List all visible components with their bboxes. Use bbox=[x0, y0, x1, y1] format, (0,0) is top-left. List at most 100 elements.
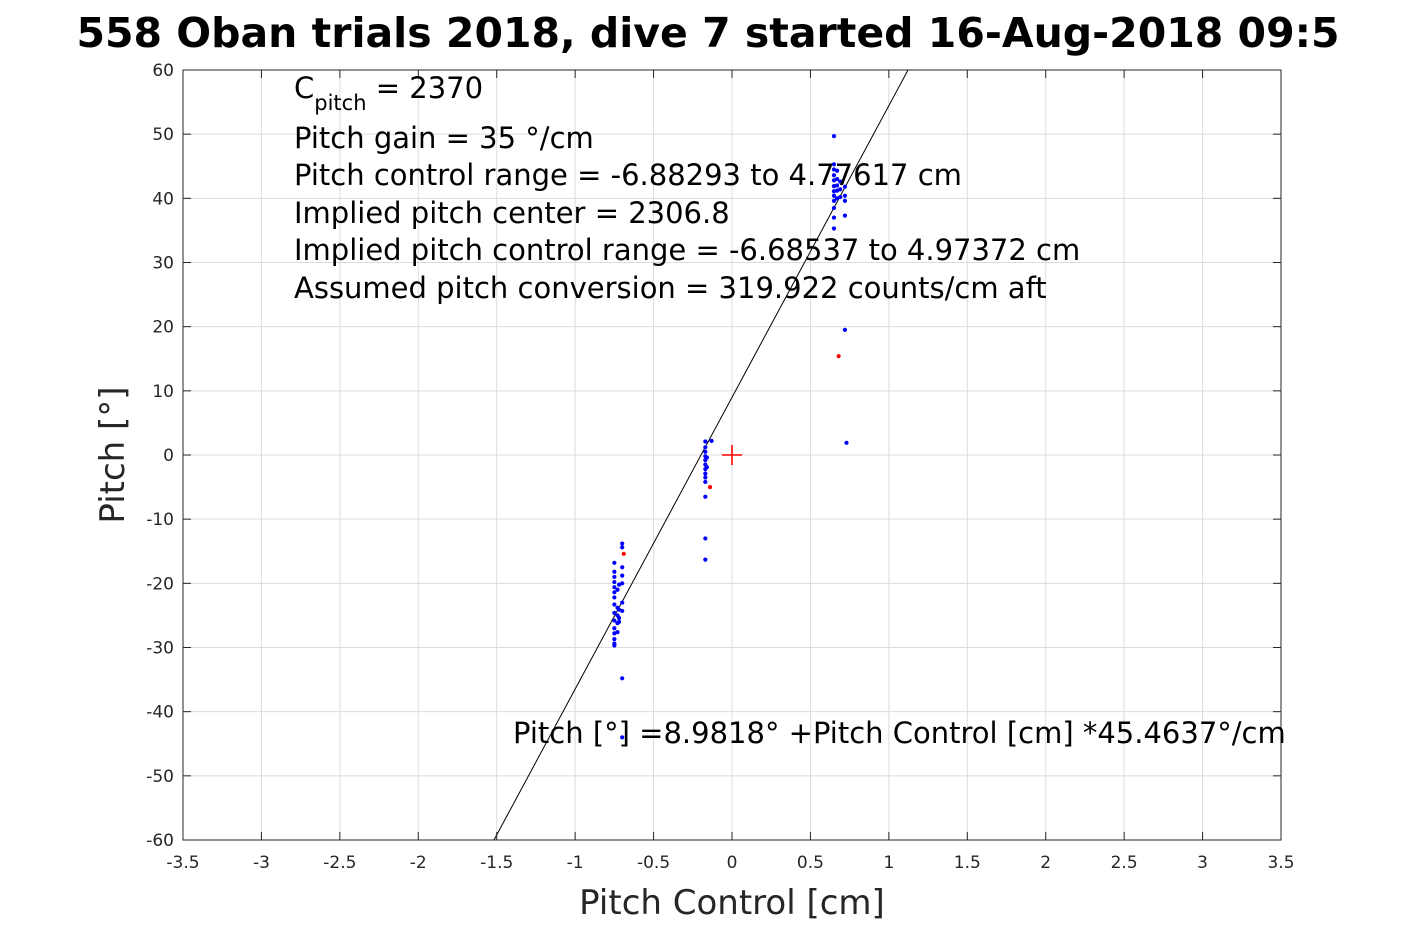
data-point bbox=[704, 465, 710, 470]
data-point bbox=[703, 439, 708, 444]
cpitch-symbol: C bbox=[294, 71, 314, 105]
x-tick-label: 0.5 bbox=[797, 853, 824, 873]
data-point bbox=[831, 198, 837, 203]
data-point bbox=[616, 607, 622, 612]
data-point bbox=[703, 449, 708, 454]
data-point bbox=[703, 445, 708, 450]
y-tick-labels: -60 -50 -40 -30 -20 -10 0 10 20 30 40 50 60 bbox=[146, 61, 174, 851]
x-tick-label: 2 bbox=[1040, 853, 1051, 873]
data-point bbox=[831, 215, 837, 220]
data-point bbox=[834, 168, 840, 173]
assumed-pitch-conversion-annotation: Assumed pitch conversion = 319.922 count… bbox=[294, 271, 1047, 305]
x-tick-label: 1.5 bbox=[954, 853, 981, 873]
x-tick-label: -0.5 bbox=[637, 853, 670, 873]
data-point bbox=[620, 565, 625, 570]
data-point bbox=[612, 631, 617, 636]
x-tick-label: -1 bbox=[567, 853, 584, 873]
cpitch-value: = 2370 bbox=[367, 71, 484, 105]
y-axis-label: Pitch [°] bbox=[93, 386, 133, 523]
data-point bbox=[621, 551, 626, 556]
data-point bbox=[703, 479, 708, 485]
x-tick-label: -2.5 bbox=[323, 853, 356, 873]
y-tick-label: 10 bbox=[152, 382, 174, 402]
y-tick-label: 0 bbox=[163, 446, 174, 466]
data-point bbox=[703, 471, 708, 476]
data-point bbox=[620, 573, 625, 578]
data-point bbox=[838, 179, 843, 184]
data-point bbox=[703, 557, 708, 562]
y-tick-label: -50 bbox=[146, 767, 174, 787]
grid bbox=[182, 69, 1282, 841]
data-point bbox=[834, 176, 840, 182]
x-tick-label: -2 bbox=[410, 853, 427, 873]
x-tick-labels: -3.5 -3 -2.5 -2 -1.5 -1 -0.5 0 0.5 1 1.5 2 2.5 3 3.5 bbox=[166, 853, 1294, 873]
x-axis-label: Pitch Control [cm] bbox=[579, 883, 885, 923]
cpitch-annotation: Cpitch = 2370 bbox=[294, 71, 483, 115]
data-point bbox=[612, 560, 617, 565]
data-point bbox=[842, 213, 848, 218]
data-point bbox=[620, 600, 625, 605]
data-point bbox=[834, 188, 840, 193]
implied-pitch-control-range-annotation: Implied pitch control range = -6.68537 t… bbox=[294, 233, 1080, 267]
data-point bbox=[612, 574, 617, 580]
data-point bbox=[620, 735, 625, 740]
data-point bbox=[612, 626, 617, 631]
data-point bbox=[842, 327, 848, 332]
data-point bbox=[620, 608, 625, 614]
data-point bbox=[831, 133, 837, 139]
y-tick-label: 20 bbox=[152, 318, 174, 338]
data-point bbox=[612, 590, 617, 595]
data-point bbox=[616, 619, 622, 624]
data-point bbox=[831, 189, 837, 194]
data-point bbox=[831, 167, 837, 172]
data-point bbox=[834, 196, 840, 201]
data-point bbox=[620, 581, 625, 586]
cpitch-subscript: pitch bbox=[314, 91, 366, 115]
x-tick-label: -3.5 bbox=[166, 853, 199, 873]
y-tick-label: -10 bbox=[146, 510, 174, 530]
data-point bbox=[842, 198, 848, 203]
pitch-gain-annotation: Pitch gain = 35 °/cm bbox=[294, 121, 594, 155]
data-point bbox=[612, 602, 617, 607]
x-tick-label: 3.5 bbox=[1267, 853, 1294, 873]
center-marker-layer bbox=[722, 445, 742, 465]
x-tick-label: 1 bbox=[883, 853, 894, 873]
y-tick-label: -60 bbox=[146, 831, 174, 851]
data-point bbox=[620, 545, 625, 550]
data-point bbox=[612, 618, 617, 623]
pitch-control-range-annotation: Pitch control range = -6.88293 to 4.7761… bbox=[294, 158, 962, 192]
data-point bbox=[836, 354, 841, 359]
data-point bbox=[842, 193, 848, 198]
implied-pitch-center-annotation: Implied pitch center = 2306.8 bbox=[294, 196, 730, 230]
data-point bbox=[616, 615, 622, 621]
y-tick-label: 60 bbox=[152, 61, 174, 81]
data-point bbox=[831, 173, 837, 178]
fit-equation-annotation: Pitch [°] =8.9818° +Pitch Control [cm] *… bbox=[513, 716, 1286, 750]
data-point bbox=[612, 569, 617, 574]
data-point bbox=[703, 494, 708, 499]
data-point bbox=[842, 184, 848, 189]
data-point bbox=[838, 187, 843, 192]
data-point bbox=[703, 475, 708, 480]
x-tick-label: 0 bbox=[727, 853, 738, 873]
data-point bbox=[612, 585, 617, 590]
y-tick-label: -40 bbox=[146, 703, 174, 723]
data-point bbox=[831, 162, 837, 167]
data-point bbox=[831, 226, 837, 231]
tick-marks bbox=[182, 69, 1282, 841]
y-tick-label: 40 bbox=[152, 189, 174, 209]
data-point bbox=[615, 587, 620, 592]
data-point bbox=[844, 440, 849, 445]
y-tick-label: 30 bbox=[152, 254, 174, 274]
data-point bbox=[831, 193, 837, 198]
data-points bbox=[612, 133, 849, 740]
data-point bbox=[612, 610, 617, 615]
data-point bbox=[831, 178, 837, 183]
y-tick-label: -20 bbox=[146, 574, 174, 594]
chart-title: 558 Oban trials 2018, dive 7 started 16-… bbox=[76, 9, 1339, 57]
data-point bbox=[612, 643, 617, 648]
x-tick-label: -1.5 bbox=[480, 853, 513, 873]
data-point bbox=[831, 184, 837, 189]
data-point bbox=[612, 579, 617, 585]
